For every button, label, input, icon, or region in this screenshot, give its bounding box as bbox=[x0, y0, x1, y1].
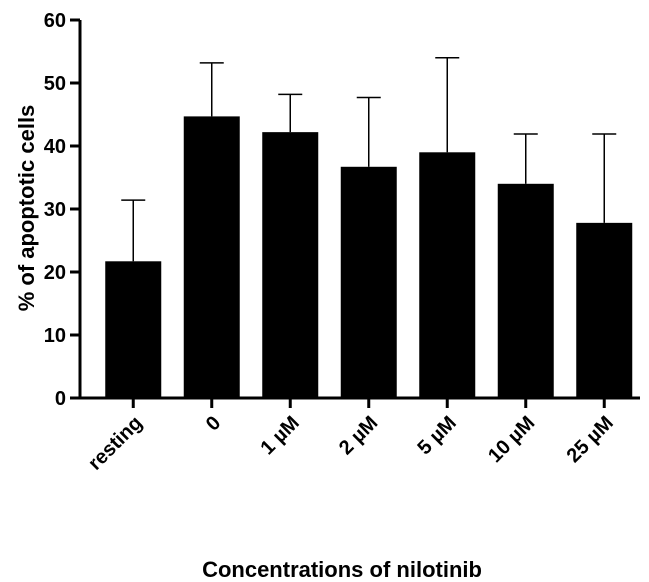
y-tick-label: 60 bbox=[44, 10, 66, 32]
bar bbox=[497, 183, 554, 398]
error-bars bbox=[121, 57, 617, 262]
y-axis: 0 10 20 30 40 50 60 bbox=[44, 10, 82, 410]
x-tick-label: resting bbox=[84, 412, 147, 475]
y-tick-label: 20 bbox=[44, 262, 66, 284]
bar bbox=[105, 261, 162, 398]
bar bbox=[262, 132, 319, 398]
bars bbox=[105, 116, 633, 398]
x-axis: resting 0 1 µM 2 µM 5 µM 10 µM 25 µM bbox=[78, 396, 640, 475]
x-axis-title: Concentrations of nilotinib bbox=[202, 557, 482, 582]
y-tick-label: 30 bbox=[44, 199, 66, 221]
y-tick-label: 0 bbox=[55, 388, 66, 410]
y-axis-title: % of apoptotic cells bbox=[14, 105, 39, 312]
y-tick-label: 50 bbox=[44, 73, 66, 95]
x-tick-label: 1 µM bbox=[256, 412, 303, 459]
y-tick-label: 40 bbox=[44, 136, 66, 158]
x-tick-label: 0 bbox=[202, 412, 225, 435]
y-tick-label: 10 bbox=[44, 325, 66, 347]
bar bbox=[576, 222, 633, 398]
bar bbox=[340, 166, 397, 398]
x-tick-label: 25 µM bbox=[563, 412, 618, 467]
bar bbox=[419, 152, 476, 398]
x-tick-label: 2 µM bbox=[335, 412, 382, 459]
x-tick-label: 5 µM bbox=[413, 412, 460, 459]
bar bbox=[183, 116, 240, 398]
x-tick-label: 10 µM bbox=[484, 412, 539, 467]
